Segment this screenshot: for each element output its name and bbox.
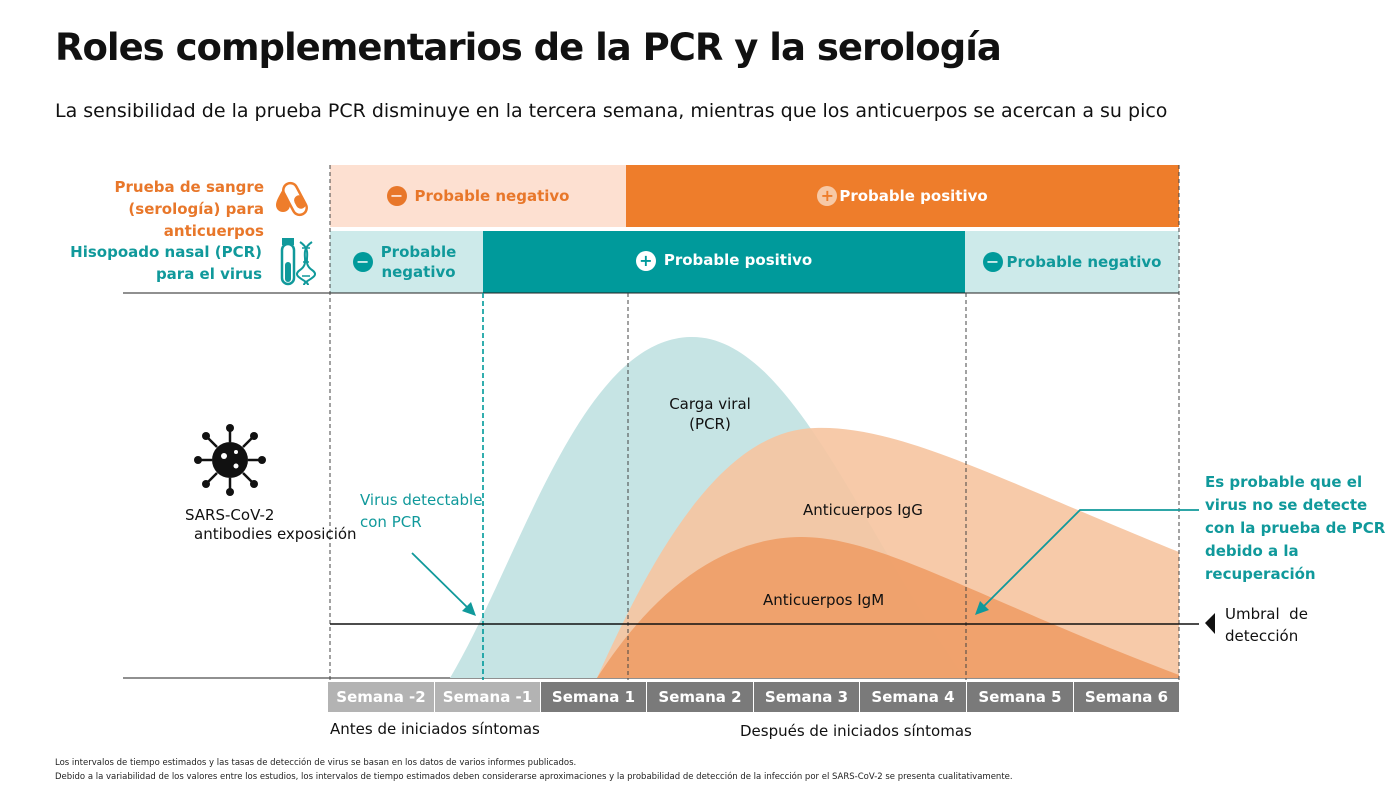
pcr-positive-band — [483, 231, 965, 293]
viral-load-annotation: Carga viral (PCR) — [650, 394, 770, 434]
blood-tube-icon — [276, 181, 308, 217]
pcr-label-line: Hisopoado nasal (PCR) — [70, 243, 262, 261]
footnote: Debido a la variabilidad de los valores … — [55, 772, 1013, 782]
plus-icon: + — [635, 251, 656, 271]
week-cell: Semana 1 — [541, 682, 646, 712]
week-cell: Semana 5 — [967, 682, 1073, 712]
virus-icon — [194, 424, 266, 496]
week-cell: Semana 3 — [754, 682, 859, 712]
minus-icon: − — [352, 252, 373, 272]
recovery-line: con la prueba de PCR — [1205, 519, 1386, 537]
serology-negative-band — [330, 165, 626, 227]
plus-icon: + — [817, 186, 838, 206]
pcr-negative-label-early: − Probable negativo — [330, 231, 483, 293]
pcr-label-line: para el virus — [155, 265, 262, 283]
igm-annotation: Anticuerpos IgM — [763, 591, 885, 609]
serology-negative-text: Probable negativo — [414, 187, 570, 205]
serology-positive-band — [626, 165, 1179, 227]
serology-negative-label: − Probable negativo — [330, 165, 626, 227]
page-subtitle: La sensibilidad de la prueba PCR disminu… — [55, 100, 1168, 122]
pcr-negative-early-text: Probable negativo — [381, 242, 457, 282]
pcr-negative-late-text: Probable negativo — [1006, 253, 1162, 271]
threshold-line: detección — [1225, 627, 1299, 645]
serology-positive-label: + Probable positivo — [626, 165, 1179, 227]
pcr-negative-early-line: Probable — [380, 243, 457, 261]
recovery-line: recuperación — [1205, 565, 1316, 583]
serology-label-line: Prueba de sangre — [114, 178, 265, 196]
serology-label-line: anticuerpos — [163, 222, 264, 240]
threshold-annotation: Umbral de detección — [1225, 603, 1308, 647]
serology-positive-text: Probable positivo — [839, 187, 988, 205]
viral-load-line: (PCR) — [689, 415, 731, 433]
recovery-arrow — [980, 509, 1199, 610]
period-after-label: Después de iniciados síntomas — [740, 722, 972, 740]
virus-detectable-annotation: Virus detectable con PCR — [360, 489, 482, 533]
recovery-line: debido a la — [1205, 542, 1299, 560]
virus-detectable-line: Virus detectable — [360, 491, 483, 509]
threshold-line: Umbral de — [1225, 605, 1308, 623]
virus-label-line2: antibodies exposición — [194, 525, 357, 543]
serology-row-label: Prueba de sangre (serología) para anticu… — [100, 176, 265, 242]
week-cell: Semana 4 — [860, 682, 966, 712]
recovery-line: Es probable que el — [1205, 473, 1363, 491]
igm-curve — [597, 536, 1179, 678]
minus-icon: − — [982, 252, 1003, 272]
week-cell: Semana 6 — [1074, 682, 1179, 712]
serology-label-line: (serología) para — [128, 200, 264, 218]
swab-dna-icon — [280, 238, 316, 286]
recovery-line: virus no se detecte — [1205, 496, 1368, 514]
virus-detectable-arrow — [411, 552, 471, 611]
week-cell: Semana -1 — [435, 682, 540, 712]
virus-detectable-arrowhead-icon — [462, 602, 476, 616]
page-title: Roles complementarios de la PCR y la ser… — [55, 26, 1002, 69]
pcr-negative-label-late: − Probable negativo — [965, 231, 1179, 293]
period-before-label: Antes de iniciados síntomas — [330, 720, 540, 738]
viral-load-line: Carga viral — [669, 395, 751, 413]
recovery-annotation: Es probable que el virus no se detecte c… — [1205, 471, 1385, 586]
pcr-positive-text: Probable positivo — [663, 251, 813, 269]
igg-annotation: Anticuerpos IgG — [803, 501, 923, 519]
minus-icon: − — [386, 186, 407, 206]
week-cell: Semana -2 — [328, 682, 434, 712]
pcr-negative-early-line: negativo — [381, 263, 456, 281]
threshold-arrow-icon — [1205, 613, 1215, 634]
week-cell: Semana 2 — [647, 682, 753, 712]
virus-label-line1: SARS-CoV-2 — [185, 506, 275, 524]
footnote: Los intervalos de tiempo estimados y las… — [55, 758, 577, 768]
pcr-row-label: Hisopoado nasal (PCR) para el virus — [70, 241, 262, 285]
recovery-arrowhead-icon — [975, 601, 989, 615]
pcr-positive-label: + Probable positivo — [483, 231, 965, 293]
virus-detectable-line: con PCR — [360, 513, 422, 531]
